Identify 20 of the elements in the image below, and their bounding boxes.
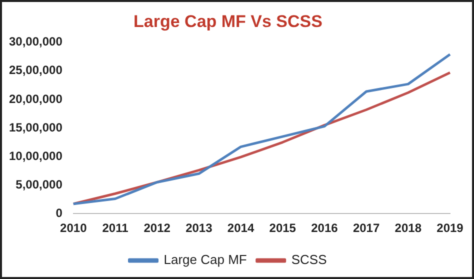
x-tick-label: 2017 (352, 221, 380, 236)
y-tick-label: 25,00,000 (8, 63, 63, 78)
legend-label: SCSS (291, 252, 328, 268)
x-tick-label: 2015 (269, 221, 296, 236)
y-tick-label: 15,00,000 (8, 120, 63, 134)
x-tick-label: 2011 (102, 221, 129, 236)
x-tick-label: 2010 (60, 221, 88, 236)
x-tick-label: 2014 (227, 221, 254, 236)
legend-label: Large Cap MF (164, 252, 247, 268)
y-tick-label: 5,00,000 (16, 177, 63, 192)
y-tick-label: 20,00,000 (8, 92, 63, 106)
y-tick-label: 0 (56, 206, 63, 220)
y-tick-label: 30,00,000 (8, 34, 63, 49)
x-tick-label: 2018 (394, 221, 422, 236)
y-tick-label: 10,00,000 (8, 148, 63, 163)
x-tick-label: 2012 (144, 221, 171, 236)
x-tick-label: 2016 (311, 221, 338, 236)
x-tick-label: 2019 (436, 221, 464, 236)
chart-title: Large Cap MF Vs SCSS (134, 12, 322, 31)
x-tick-label: 2013 (186, 221, 213, 236)
